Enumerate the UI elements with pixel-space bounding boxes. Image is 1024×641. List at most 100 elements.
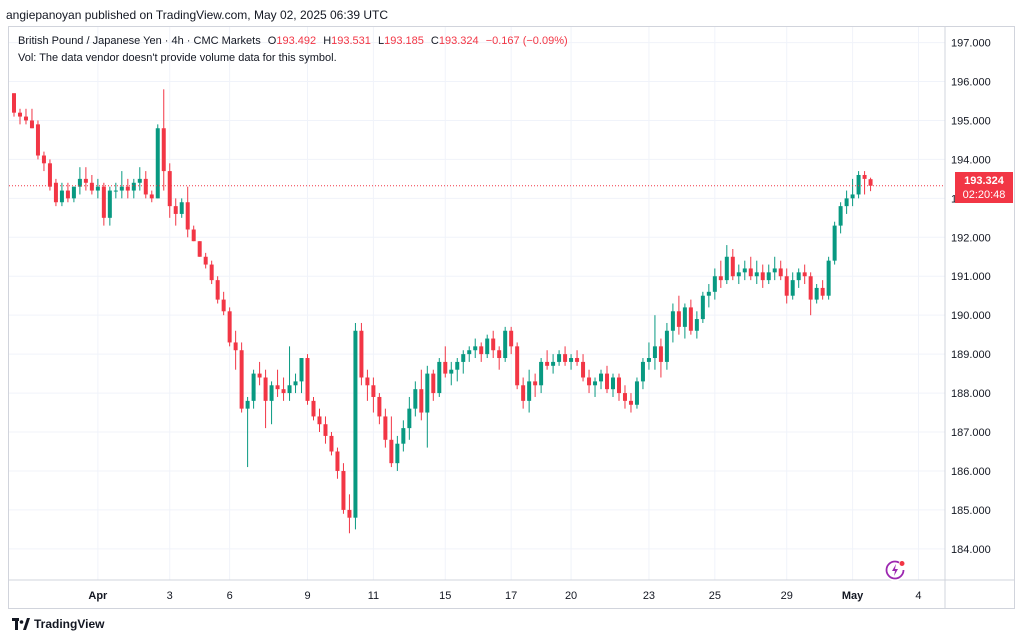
candle-body xyxy=(754,272,759,277)
candle-body xyxy=(485,338,490,355)
candle-body xyxy=(257,373,262,378)
candle-body xyxy=(305,358,310,401)
candle-body xyxy=(724,256,729,281)
candle-body xyxy=(826,260,831,296)
candle-body xyxy=(101,186,106,218)
candle-body xyxy=(575,358,580,362)
candle-body xyxy=(365,377,370,386)
candle-body xyxy=(245,400,250,409)
candle-body xyxy=(149,194,154,199)
candle-body xyxy=(425,373,430,413)
candle-body xyxy=(862,174,867,179)
candle-body xyxy=(730,256,735,277)
y-tick-label: 187.000 xyxy=(951,427,991,439)
candle-body xyxy=(569,358,574,362)
current-price-badge: 193.324 02:20:48 xyxy=(955,172,1013,203)
candle-body xyxy=(371,385,376,397)
x-tick-label: 4 xyxy=(915,590,921,602)
candle-body xyxy=(676,311,681,327)
candle-body xyxy=(275,385,280,390)
candle-body xyxy=(670,311,675,331)
candle-body xyxy=(395,443,400,464)
x-tick-label: May xyxy=(842,590,864,602)
candle-body xyxy=(772,268,777,273)
candle-body xyxy=(191,229,196,242)
candle-body xyxy=(652,346,657,359)
snapshot-icon[interactable] xyxy=(884,559,906,581)
candle-body xyxy=(185,202,190,230)
candle-body xyxy=(628,400,633,405)
candle-body xyxy=(640,361,645,382)
candle-body xyxy=(467,350,472,355)
y-tick-label: 186.000 xyxy=(951,466,991,478)
candles xyxy=(12,89,873,534)
candle-body xyxy=(521,385,526,401)
candle-body xyxy=(616,377,621,394)
candle-body xyxy=(664,330,669,362)
y-tick-label: 189.000 xyxy=(951,349,991,361)
candle-body xyxy=(347,509,352,518)
candle-body xyxy=(341,470,346,510)
candle-body xyxy=(377,396,382,417)
candle-body xyxy=(545,361,550,366)
candle-body xyxy=(179,202,184,214)
candle-body xyxy=(587,377,592,386)
candle-body xyxy=(742,268,747,273)
candle-body xyxy=(479,346,484,355)
candle-body xyxy=(197,241,202,257)
candle-body xyxy=(766,272,771,281)
candle-body xyxy=(17,112,22,117)
candle-body xyxy=(353,330,358,518)
candle-body xyxy=(137,178,142,183)
candle-body xyxy=(359,330,364,378)
candle-body xyxy=(622,393,627,401)
y-tick-label: 195.000 xyxy=(951,115,991,127)
candle-body xyxy=(509,330,514,347)
candle-body xyxy=(293,381,298,386)
candle-body xyxy=(712,276,717,292)
candle-body xyxy=(161,128,166,172)
candle-body xyxy=(820,287,825,296)
symbol-description: British Pound / Japanese Yen · 4h · CMC … xyxy=(18,35,261,47)
candle-body xyxy=(593,381,598,386)
candle-body xyxy=(563,354,568,362)
candle-body xyxy=(29,120,34,129)
candle-body xyxy=(850,194,855,199)
candle-body xyxy=(251,373,256,401)
y-tick-label: 188.000 xyxy=(951,388,991,400)
candle-body xyxy=(53,182,58,203)
candle-body xyxy=(383,416,388,440)
candle-body xyxy=(605,373,610,390)
candle-body xyxy=(71,186,76,199)
badge-price: 193.324 xyxy=(964,175,1004,187)
candle-body xyxy=(557,354,562,362)
candle-body xyxy=(599,373,604,382)
candle-body xyxy=(239,350,244,409)
candle-body xyxy=(688,307,693,331)
candle-body xyxy=(233,342,238,351)
candle-body xyxy=(694,319,699,331)
candle-body xyxy=(77,178,82,187)
x-tick-label: 15 xyxy=(439,590,451,602)
candle-body xyxy=(808,276,813,300)
candle-body xyxy=(443,361,448,374)
candle-body xyxy=(107,190,112,218)
footer-brand[interactable]: TradingView xyxy=(12,617,104,631)
candle-body xyxy=(413,389,418,409)
candle-body xyxy=(748,268,753,277)
candle-body xyxy=(167,171,172,207)
y-tick-label: 192.000 xyxy=(951,232,991,244)
legend-line-1: British Pound / Japanese Yen · 4h · CMC … xyxy=(18,34,568,49)
high-value: 193.531 xyxy=(331,35,371,47)
candle-body xyxy=(125,186,130,191)
candle-body xyxy=(209,264,214,281)
candle-body xyxy=(227,311,232,343)
candle-body xyxy=(838,206,843,226)
candle-body xyxy=(311,400,316,417)
x-tick-label: 3 xyxy=(167,590,173,602)
y-tick-label: 196.000 xyxy=(951,77,991,89)
candle-body xyxy=(131,182,136,191)
candle-body xyxy=(503,330,508,359)
candle-body xyxy=(335,451,340,471)
